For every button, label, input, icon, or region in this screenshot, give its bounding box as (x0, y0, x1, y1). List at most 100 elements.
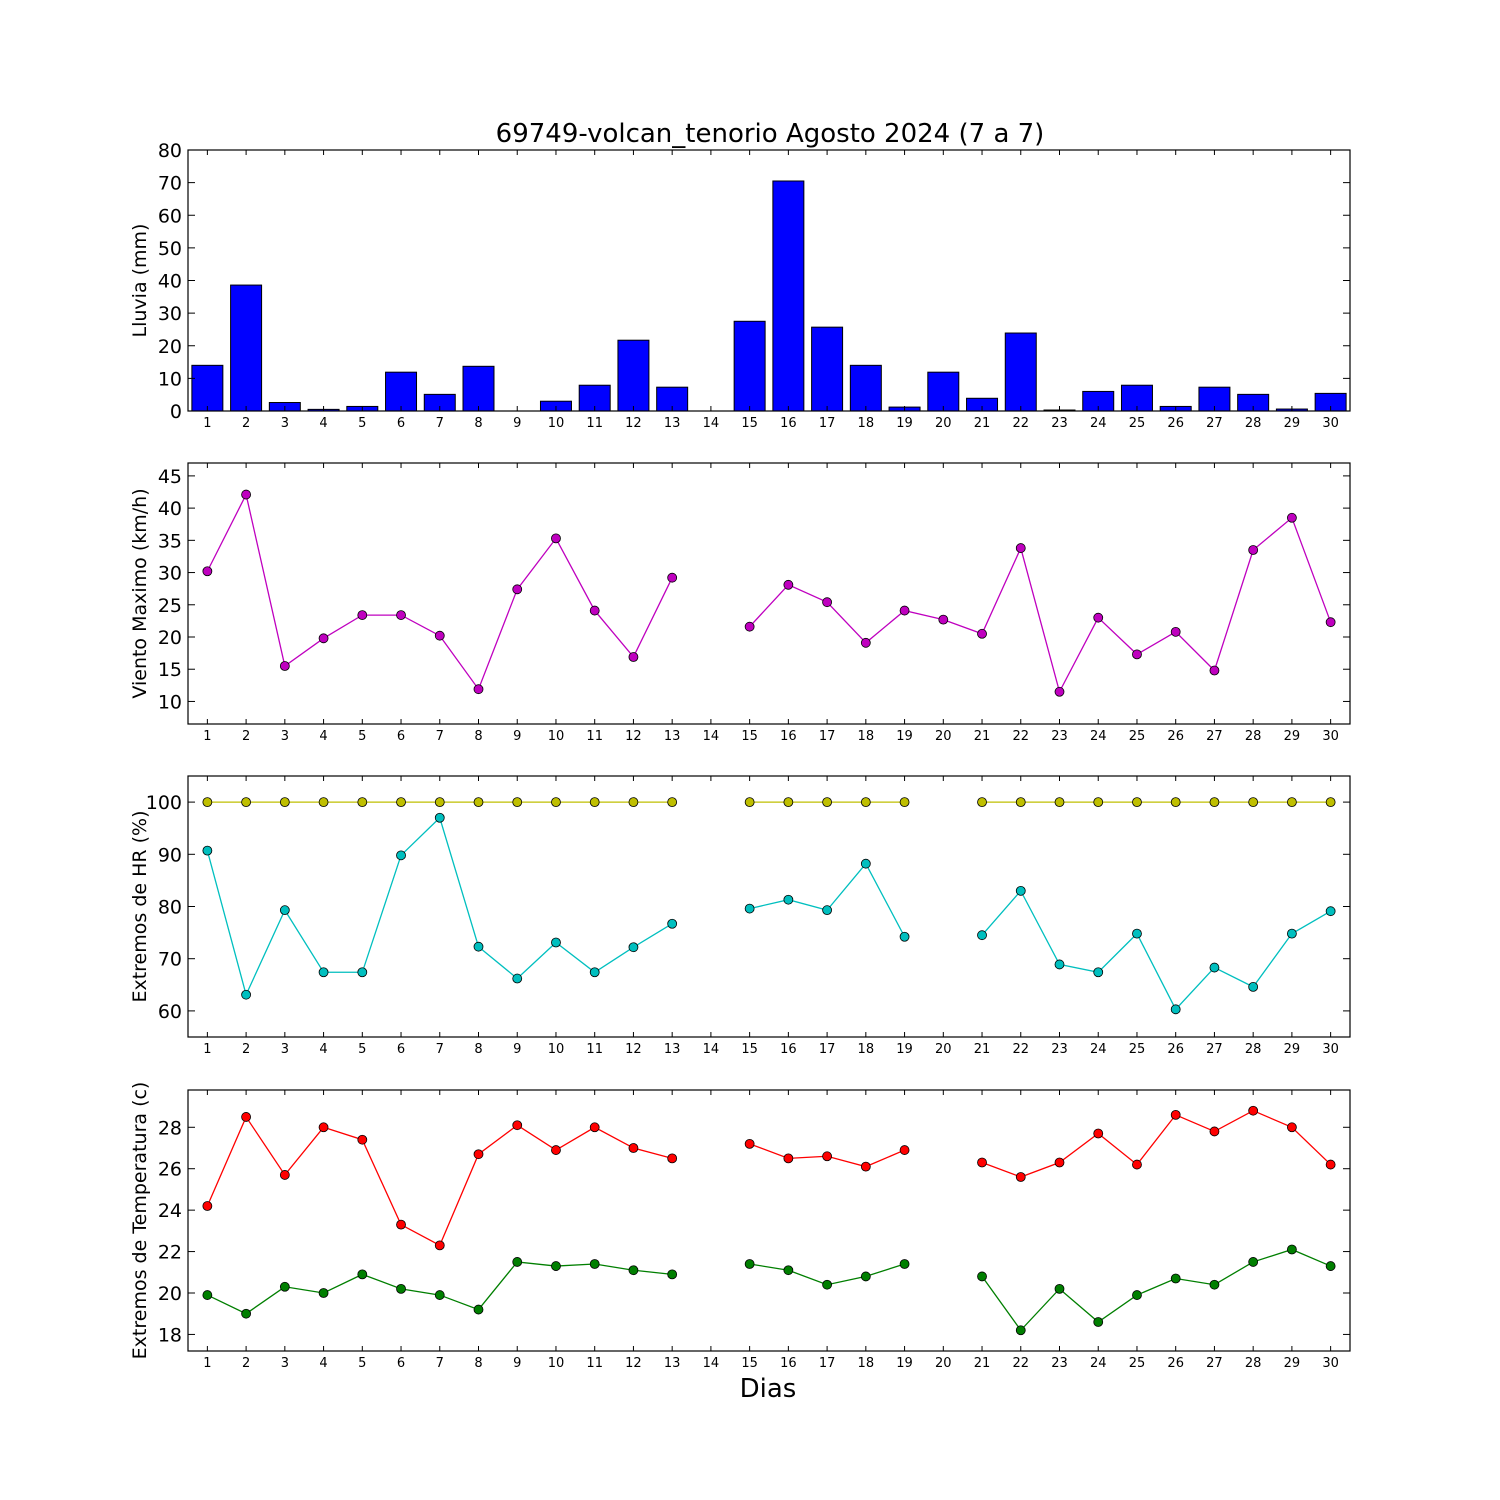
point-humedad-0-day-24 (1093, 797, 1104, 807)
xtick-label: 29 (1284, 416, 1301, 431)
point-temperatura-0-day-15 (744, 1138, 755, 1149)
xtick-label: 12 (625, 729, 642, 744)
point-humedad-1-day-22 (1015, 885, 1026, 896)
point-humedad-0-day-2 (241, 797, 252, 807)
point-viento-0-day-27 (1209, 665, 1220, 676)
ytick-label: 100 (146, 792, 182, 814)
ytick-label: 50 (158, 238, 182, 260)
point-viento-0-day-12 (628, 652, 639, 662)
xtick-label: 4 (319, 1356, 327, 1371)
xtick-label: 28 (1245, 729, 1262, 744)
bar-day-17 (811, 326, 844, 412)
point-viento-0-day-8 (473, 684, 484, 695)
y-axis-label-viento: Viento Maximo (km/h) (129, 488, 151, 698)
bar-day-20 (927, 371, 960, 412)
point-temperatura-1-day-16 (783, 1265, 794, 1276)
xtick-label: 16 (780, 729, 797, 744)
point-temperatura-1-day-2 (241, 1308, 252, 1319)
point-temperatura-0-day-30 (1325, 1159, 1336, 1170)
point-humedad-1-day-25 (1132, 928, 1142, 939)
ytick-label: 70 (158, 949, 182, 971)
bar-day-15 (733, 320, 766, 412)
point-humedad-0-day-30 (1325, 797, 1336, 807)
point-temperatura-1-day-18 (860, 1271, 871, 1282)
xtick-label: 8 (474, 729, 482, 744)
xtick-label: 25 (1129, 1356, 1146, 1371)
point-viento-0-day-18 (860, 637, 871, 648)
point-viento-0-day-25 (1132, 649, 1142, 660)
point-humedad-1-day-5 (357, 967, 368, 978)
xtick-label: 17 (819, 416, 836, 431)
point-temperatura-0-day-28 (1248, 1105, 1259, 1116)
point-humedad-1-day-28 (1248, 981, 1259, 992)
xtick-label: 27 (1206, 1042, 1223, 1057)
point-humedad-1-day-3 (279, 905, 290, 916)
point-viento-0-day-23 (1054, 686, 1065, 697)
xtick-label: 25 (1129, 1042, 1146, 1057)
point-viento-0-day-6 (396, 610, 406, 620)
ytick-label: 10 (158, 368, 182, 390)
xtick-label: 17 (819, 1042, 836, 1057)
xtick-label: 4 (319, 1042, 327, 1057)
ytick-label: 70 (158, 173, 182, 195)
xtick-label: 10 (548, 416, 565, 431)
xtick-label: 26 (1167, 1356, 1184, 1371)
xtick-label: 21 (974, 729, 991, 744)
xtick-label: 27 (1206, 729, 1223, 744)
x-axis-label: Dias (740, 1374, 797, 1404)
point-temperatura-1-day-7 (434, 1290, 445, 1300)
ytick-label: 10 (158, 691, 182, 713)
xtick-label: 26 (1167, 729, 1184, 744)
xtick-label: 20 (935, 729, 952, 744)
point-humedad-1-day-15 (744, 903, 755, 914)
xtick-label: 22 (1012, 729, 1029, 744)
xtick-label: 29 (1284, 1356, 1301, 1371)
xtick-label: 8 (474, 1042, 482, 1057)
point-temperatura-0-day-17 (822, 1151, 832, 1162)
xtick-label: 27 (1206, 416, 1223, 431)
xtick-label: 4 (319, 416, 327, 431)
point-temperatura-1-day-27 (1209, 1279, 1220, 1290)
ytick-label: 30 (158, 303, 182, 325)
xtick-label: 14 (703, 1042, 720, 1057)
point-viento-0-day-20 (938, 614, 949, 625)
point-viento-0-day-10 (551, 533, 561, 544)
point-humedad-0-day-1 (202, 797, 213, 807)
xtick-label: 22 (1012, 1356, 1029, 1371)
y-axis-label-lluvia: Lluvia (mm) (129, 224, 151, 338)
point-humedad-0-day-9 (512, 797, 523, 807)
xtick-label: 20 (935, 416, 952, 431)
xtick-label: 7 (436, 1042, 444, 1057)
point-humedad-0-day-3 (279, 797, 290, 807)
xtick-label: 15 (741, 1042, 758, 1057)
ytick-label: 28 (158, 1117, 182, 1139)
point-viento-0-day-1 (202, 566, 213, 577)
xtick-label: 20 (935, 1042, 952, 1057)
point-humedad-0-day-25 (1132, 797, 1142, 807)
point-temperatura-1-day-30 (1325, 1261, 1336, 1271)
series-temperatura-1-line-0 (207, 1261, 673, 1315)
point-temperatura-0-day-4 (318, 1122, 329, 1133)
point-humedad-1-day-18 (860, 858, 871, 869)
xtick-label: 15 (741, 729, 758, 744)
xtick-label: 4 (319, 729, 327, 744)
ytick-label: 18 (158, 1324, 182, 1346)
point-temperatura-0-day-23 (1054, 1157, 1065, 1168)
point-temperatura-0-day-13 (667, 1153, 678, 1164)
xtick-label: 12 (625, 1356, 642, 1371)
xtick-label: 25 (1129, 729, 1146, 744)
point-temperatura-0-day-7 (434, 1240, 445, 1251)
point-temperatura-0-day-25 (1132, 1159, 1142, 1170)
point-temperatura-0-day-22 (1015, 1172, 1026, 1182)
point-humedad-1-day-24 (1093, 967, 1104, 978)
xtick-label: 9 (513, 729, 521, 744)
plot-frame-humedad (187, 775, 1351, 1038)
point-viento-0-day-17 (822, 597, 832, 608)
ytick-label: 60 (158, 205, 182, 227)
xtick-label: 24 (1090, 1042, 1107, 1057)
point-humedad-1-day-6 (396, 850, 406, 861)
bar-day-12 (617, 339, 650, 412)
point-temperatura-0-day-8 (473, 1149, 484, 1160)
xtick-label: 28 (1245, 1042, 1262, 1057)
